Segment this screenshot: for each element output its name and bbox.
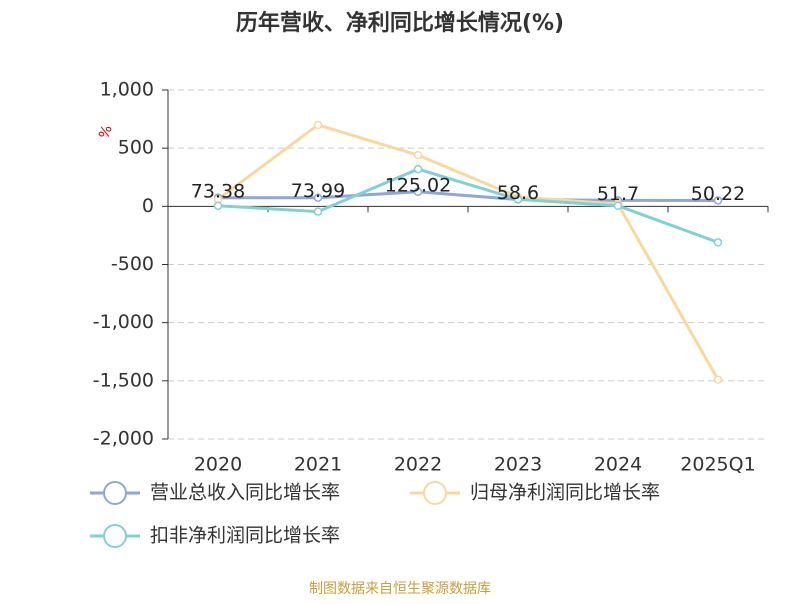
data-point [213, 201, 223, 211]
data-label: 125.02 [385, 174, 451, 196]
x-tick-label: 2022 [394, 454, 442, 476]
series-line [217, 123, 720, 381]
data-label: 51.7 [597, 183, 639, 205]
x-tick-label: 2025Q1 [680, 454, 755, 476]
data-label: 58.6 [497, 182, 539, 204]
x-tick-label: 2020 [194, 454, 242, 476]
legend-label: 扣非净利润同比增长率 [150, 525, 340, 547]
data-label: 73.99 [291, 180, 345, 202]
data-point [613, 201, 623, 211]
data-label: 73.38 [191, 180, 245, 202]
data-point [413, 164, 423, 174]
data-point [713, 238, 723, 247]
data-point [313, 120, 323, 130]
data-point [713, 375, 723, 384]
y-tick-label: -500 [111, 253, 154, 275]
data-point [513, 195, 523, 204]
data-point [413, 187, 423, 197]
y-tick-label: -1,000 [93, 311, 154, 333]
legend-marker [103, 481, 127, 505]
legend-label: 归母净利润同比增长率 [470, 482, 660, 504]
data-point [313, 207, 323, 216]
legend-label: 营业总收入同比增长率 [150, 482, 340, 504]
x-tick-label: 2023 [494, 454, 542, 476]
y-tick-label: 0 [142, 195, 154, 217]
source-note: 制图数据来自恒生聚源数据库 [309, 581, 491, 597]
y-tick-label: -2,000 [93, 428, 154, 450]
y-tick-label: 1,000 [100, 79, 154, 101]
data-label: 50.22 [691, 183, 745, 205]
legend-marker [423, 481, 447, 505]
series-line [217, 190, 719, 202]
series-line [217, 167, 719, 244]
x-tick-label: 2024 [594, 454, 642, 476]
y-tick-label: -1,500 [93, 369, 154, 391]
chart-title: 历年营收、净利同比增长情况(%) [236, 10, 564, 36]
y-tick-label: 500 [118, 137, 154, 159]
data-point [313, 193, 323, 202]
data-point [413, 150, 423, 160]
legend-marker [103, 524, 127, 548]
data-point [713, 196, 723, 205]
x-tick-label: 2021 [294, 454, 342, 476]
y-unit: % [96, 123, 116, 141]
